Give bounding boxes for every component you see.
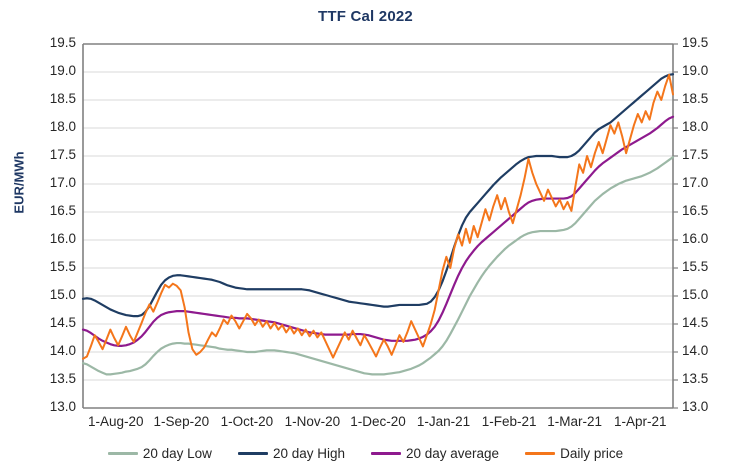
y-tick-label-left: 14.0 [49,343,76,358]
legend-swatch-icon [107,452,138,455]
legend-label: 20 day High [272,446,345,461]
x-tick-label: 1-Oct-20 [220,414,274,429]
series-line-20-day-low [81,156,675,376]
legend-swatch-icon [371,452,401,455]
x-tick-label: 1-Sep-20 [153,414,210,429]
y-tick-label-left: 19.5 [49,35,76,50]
x-tick-label: 1-Nov-20 [284,414,341,429]
x-tick-label: 1-Apr-21 [613,414,667,429]
y-tick-label-left: 16.0 [49,231,76,246]
y-tick-label-left: 15.5 [49,259,76,274]
legend-item[interactable]: 20 day Low [107,446,212,461]
y-tick-label-left: 18.5 [49,91,76,106]
legend-item[interactable]: Daily price [525,446,623,461]
y-tick-label-right: 18.0 [682,119,709,134]
y-tick-label-left: 17.5 [49,147,76,162]
y-tick-label-left: 16.5 [49,203,76,218]
legend-swatch-icon [525,452,556,455]
x-tick-label: 1-Dec-20 [350,414,406,429]
legend-item[interactable]: 20 day average [371,446,499,461]
x-tick-label: 1-Feb-21 [481,414,537,429]
y-tick-label-right: 16.5 [682,203,709,218]
legend-label: 20 day average [406,446,500,461]
y-tick-label-right: 17.5 [682,147,709,162]
legend-swatch-icon [237,452,268,455]
y-tick-label-right: 15.0 [682,287,709,302]
series-line-daily-price [82,73,674,360]
y-tick-label-right: 19.5 [682,35,709,50]
x-tick-label: 1-Mar-21 [547,414,603,429]
y-tick-label-left: 15.0 [49,287,76,302]
legend-label: 20 day Low [142,446,212,461]
chart-legend: 20 day Low 20 day High 20 day average Daily… [0,446,731,461]
y-tick-label-left: 17.0 [49,175,76,190]
legend-label: Daily price [560,446,624,461]
y-tick-label-right: 14.5 [682,315,709,330]
y-tick-label-left: 13.0 [49,399,76,414]
y-tick-label-right: 13.5 [682,371,709,386]
y-tick-label-left: 18.0 [49,119,76,134]
y-tick-label-right: 18.5 [682,91,709,106]
y-tick-label-right: 16.0 [682,231,709,246]
series-line-20-day-high [81,73,675,318]
y-tick-label-right: 14.0 [682,343,709,358]
y-tick-label-left: 14.5 [49,315,76,330]
legend-item[interactable]: 20 day High [237,446,345,461]
y-tick-label-right: 15.5 [682,259,709,274]
chart-title: TTF Cal 2022 [318,8,413,25]
x-tick-label: 1-Jan-21 [416,414,471,429]
y-tick-label-left: 13.5 [49,371,76,386]
x-tick-label: 1-Aug-20 [87,414,144,429]
y-tick-label-left: 19.0 [49,63,76,78]
series-line-20-day-average [81,115,675,347]
y-tick-label-right: 13.0 [682,399,709,414]
y-tick-label-right: 17.0 [682,175,709,190]
y-tick-label-right: 19.0 [682,63,709,78]
